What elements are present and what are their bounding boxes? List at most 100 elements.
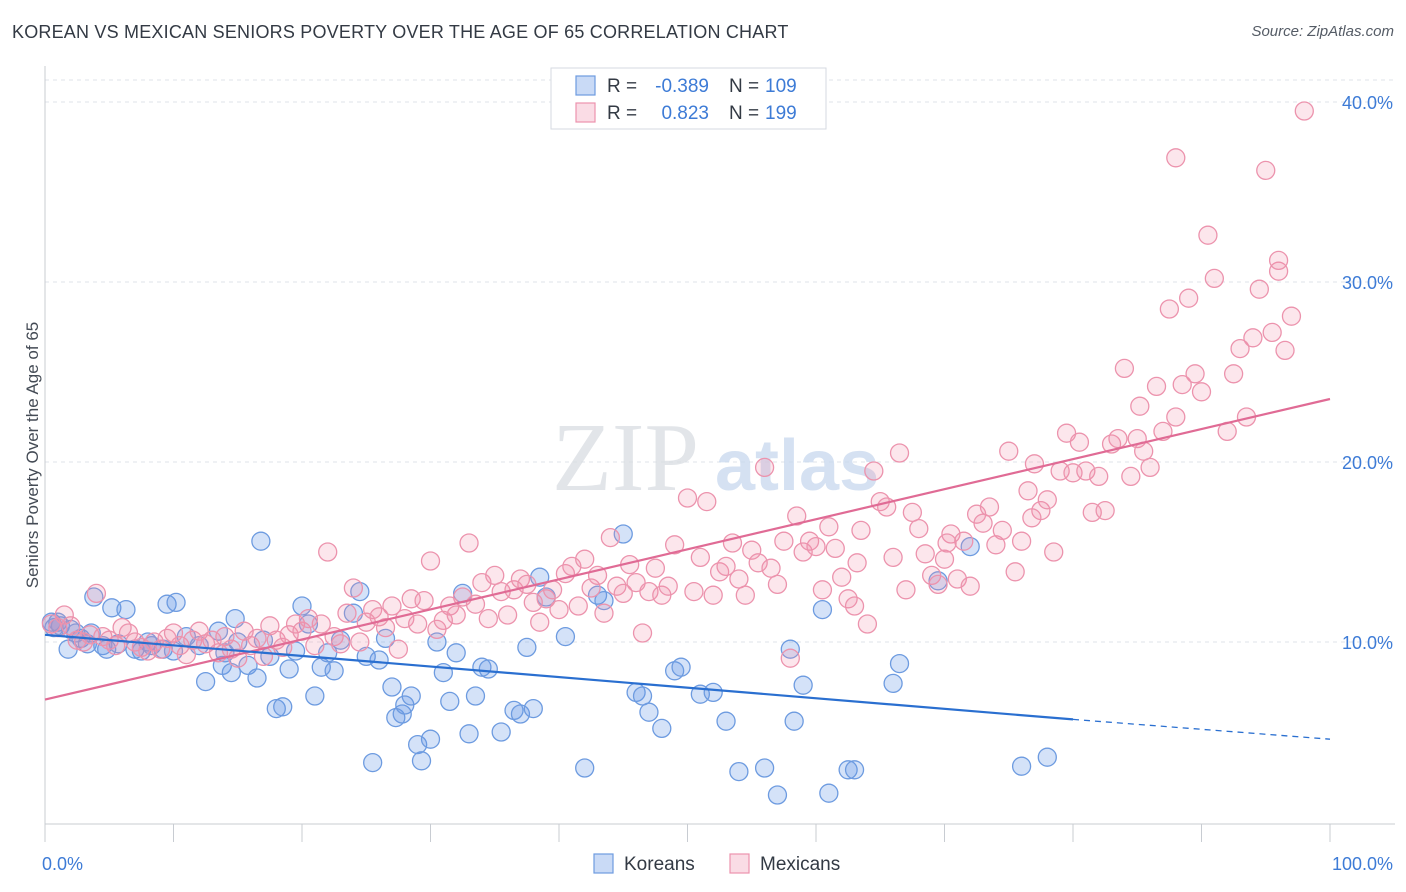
mexican-point: [1018, 481, 1038, 501]
mexican-point: [388, 639, 409, 659]
korean-points: [41, 524, 1057, 805]
korean-point: [411, 751, 432, 771]
korean-point: [639, 702, 659, 722]
korean-point: [84, 587, 104, 607]
korean-point: [465, 686, 486, 706]
mexican-point: [697, 491, 717, 512]
mexican-point: [247, 628, 267, 649]
korean-point: [292, 596, 312, 616]
mexican-point: [613, 583, 633, 604]
mexican-r-value: 0.823: [661, 103, 709, 124]
mexican-point: [742, 540, 762, 560]
korean-point: [671, 657, 691, 677]
mexican-point: [851, 520, 871, 541]
mexican-point: [414, 590, 434, 611]
mexican-point: [832, 567, 852, 587]
mexican-point: [960, 576, 980, 596]
mexican-point: [812, 580, 833, 600]
mexican-point: [215, 626, 235, 647]
korean-point: [517, 637, 537, 658]
mexican-point: [1191, 382, 1212, 402]
korean-point: [116, 599, 136, 620]
mexican-point: [459, 533, 479, 553]
mexican-point: [677, 488, 698, 508]
mexican-point: [857, 614, 878, 634]
mexican-point: [1095, 500, 1115, 521]
korean-point: [555, 626, 576, 647]
mexican-r-label: R =: [607, 103, 637, 124]
korean-n-label: N =: [729, 76, 759, 97]
mexican-point: [54, 605, 74, 625]
mexican-point: [934, 549, 955, 569]
korean-point: [273, 697, 293, 717]
korean-point: [812, 599, 833, 620]
korean-point: [166, 592, 186, 613]
mexican-point: [1022, 508, 1042, 528]
mexican-point: [658, 576, 678, 596]
korean-point: [305, 686, 325, 706]
mexican-point: [1037, 490, 1057, 510]
y-tick-label: 40.0%: [1342, 93, 1393, 113]
mexican-point: [1262, 322, 1282, 343]
mexican-point: [497, 605, 518, 625]
korean-point: [844, 760, 865, 780]
chart-title: KOREAN VS MEXICAN SENIORS POVERTY OVER T…: [12, 22, 789, 42]
mexican-point: [1005, 562, 1025, 582]
mexican-point: [1230, 338, 1250, 359]
mexican-point: [902, 502, 923, 523]
mexican-point: [1011, 531, 1032, 551]
mexican-point: [1108, 428, 1128, 449]
koreans-legend-swatch: [593, 853, 614, 874]
korean-point: [369, 650, 389, 670]
mexican-point: [992, 520, 1012, 541]
mexican-point: [600, 527, 621, 548]
y-tick-label: 20.0%: [1342, 453, 1393, 473]
mexican-point: [446, 605, 466, 625]
korean-point: [446, 643, 466, 663]
korean-point: [382, 677, 402, 697]
mexican-point: [594, 603, 614, 623]
korean-point: [375, 628, 396, 649]
korean-point: [883, 673, 903, 694]
mexican-point: [973, 513, 993, 533]
mexican-point: [549, 599, 569, 620]
mexican-point: [864, 461, 884, 481]
watermark-atlas: atlas: [715, 426, 879, 506]
korean-point: [195, 671, 216, 692]
mexican-point: [420, 551, 441, 571]
mexican-point: [787, 506, 807, 526]
mexican-point: [645, 558, 666, 578]
stats-legend: R = -0.389 N = 109 R = 0.823 N = 199: [550, 67, 827, 130]
korean-trend-line: [44, 633, 1074, 721]
mexican-point: [915, 544, 935, 564]
korean-point: [1011, 756, 1032, 776]
korean-point: [247, 668, 267, 688]
mexican-point: [979, 497, 1000, 517]
mexican-point: [806, 536, 826, 557]
mexican-point: [311, 614, 331, 634]
mexican-point: [1140, 457, 1160, 478]
mexican-point: [1166, 407, 1186, 427]
mexican-point: [1179, 288, 1199, 308]
mexican-point: [1268, 250, 1289, 271]
mexican-point: [330, 634, 351, 654]
korean-point: [324, 661, 344, 681]
mexican-points: [41, 101, 1314, 668]
axis-layer: 10.0% 20.0% 30.0% 40.0% 0.0% 100.0%: [42, 66, 1395, 874]
mexican-point: [889, 443, 910, 463]
korean-point: [459, 724, 479, 744]
korean-point: [440, 691, 460, 712]
korean-point: [632, 686, 653, 706]
korean-point: [478, 659, 498, 679]
mexican-point: [909, 518, 929, 539]
mexican-point: [485, 565, 505, 586]
korean-point: [279, 659, 299, 679]
mexican-point: [1121, 466, 1141, 487]
mexican-n-label: N =: [729, 103, 759, 124]
mexican-point: [665, 535, 685, 555]
korean-point: [793, 675, 813, 695]
mexican-point: [375, 617, 396, 638]
mexican-point: [767, 574, 788, 595]
mexican-point: [1159, 299, 1180, 319]
mexican-point: [581, 578, 601, 598]
